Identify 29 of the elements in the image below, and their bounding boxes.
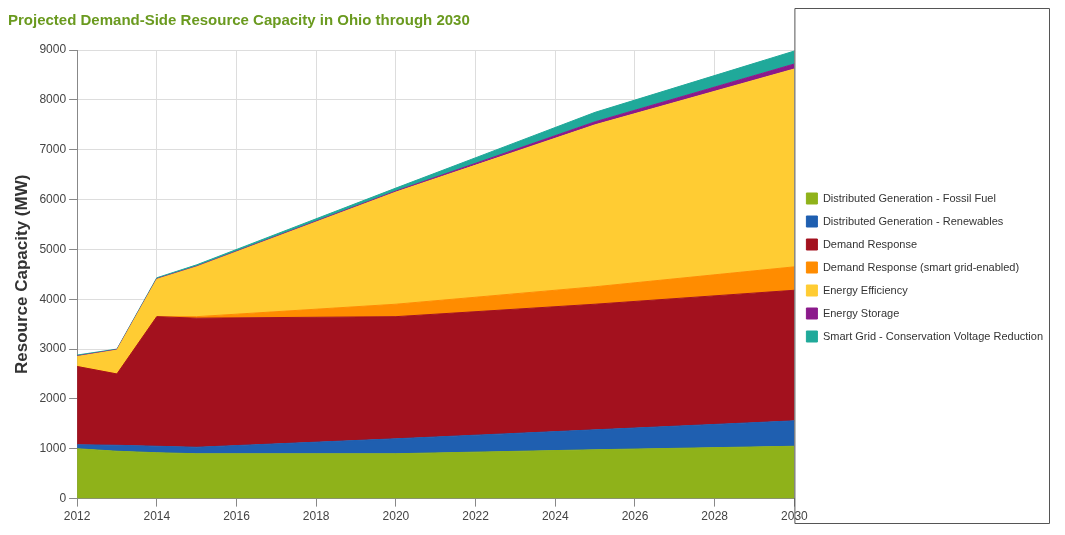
legend-label: Distributed Generation - Renewables (822, 214, 1004, 227)
y-tick-label: 0 (59, 490, 67, 505)
legend-label: Distributed Generation - Fossil Fuel (822, 191, 996, 204)
legend-label: Energy Storage (822, 306, 900, 319)
y-tick-label: 5000 (39, 241, 67, 256)
x-tick-label: 2022 (462, 509, 490, 524)
y-tick-label: 4000 (39, 291, 67, 306)
x-tick-label: 2016 (223, 509, 251, 524)
x-tick-label: 2028 (701, 509, 729, 524)
chart-title: Projected Demand-Side Resource Capacity in Ohio through 2030 (8, 11, 470, 29)
legend-label: Demand Response (822, 237, 918, 250)
y-tick-label: 1000 (39, 441, 67, 456)
x-tick-label: 2024 (541, 509, 569, 524)
y-tick-label: 8000 (39, 92, 67, 107)
legend-label: Demand Response (smart grid-enabled) (822, 260, 1020, 273)
x-tick-label: 2030 (781, 509, 809, 524)
y-tick-label: 9000 (39, 42, 67, 57)
y-tick-label: 6000 (39, 191, 67, 206)
y-axis-title: Resource Capacity (MW) (11, 174, 31, 374)
legend-label: Smart Grid - Conservation Voltage Reduction (822, 329, 1043, 342)
x-tick-label: 2018 (302, 509, 330, 524)
y-tick-label: 2000 (39, 391, 67, 406)
x-tick-label: 2026 (621, 509, 649, 524)
x-tick-label: 2014 (143, 509, 171, 524)
y-tick-label: 7000 (39, 142, 67, 156)
y-tick-label: 3000 (39, 341, 67, 356)
x-tick-label: 2012 (63, 509, 91, 524)
legend-label: Energy Efficiency (822, 283, 909, 296)
x-tick-label: 2020 (382, 509, 410, 524)
